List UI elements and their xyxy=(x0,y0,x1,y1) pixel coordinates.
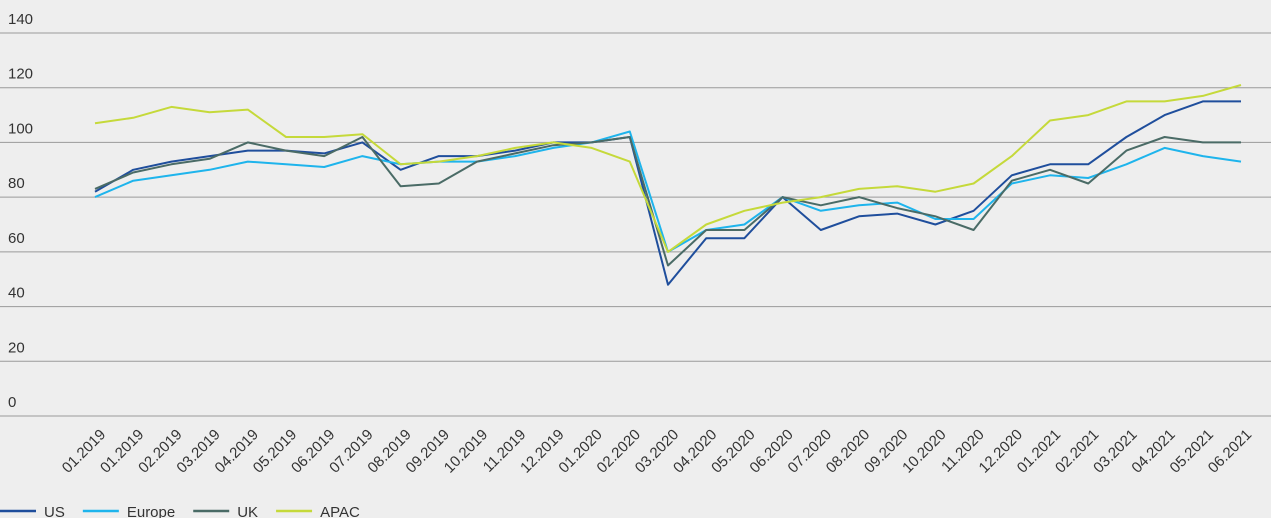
y-tick-label: 120 xyxy=(8,66,33,83)
legend-item: APAC xyxy=(276,504,360,518)
y-tick-label: 100 xyxy=(8,120,33,137)
legend-item: Europe xyxy=(82,504,175,518)
legend-label: UK xyxy=(237,504,258,518)
y-tick-label: 20 xyxy=(8,339,25,356)
y-tick-label: 0 xyxy=(8,394,16,411)
legend-label: US xyxy=(44,504,65,518)
series-line xyxy=(94,100,1241,286)
legend-label: APAC xyxy=(320,504,360,518)
y-tick-label: 40 xyxy=(8,285,25,302)
y-tick-label: 60 xyxy=(8,230,25,247)
series-line xyxy=(94,84,1242,253)
legend-item: UK xyxy=(193,504,258,518)
y-tick-label: 140 xyxy=(8,11,33,28)
series-line xyxy=(94,130,1242,253)
series-line xyxy=(94,136,1241,267)
legend-item: US xyxy=(0,504,65,518)
legend-label: Europe xyxy=(127,504,175,518)
y-tick-label: 80 xyxy=(8,175,25,192)
